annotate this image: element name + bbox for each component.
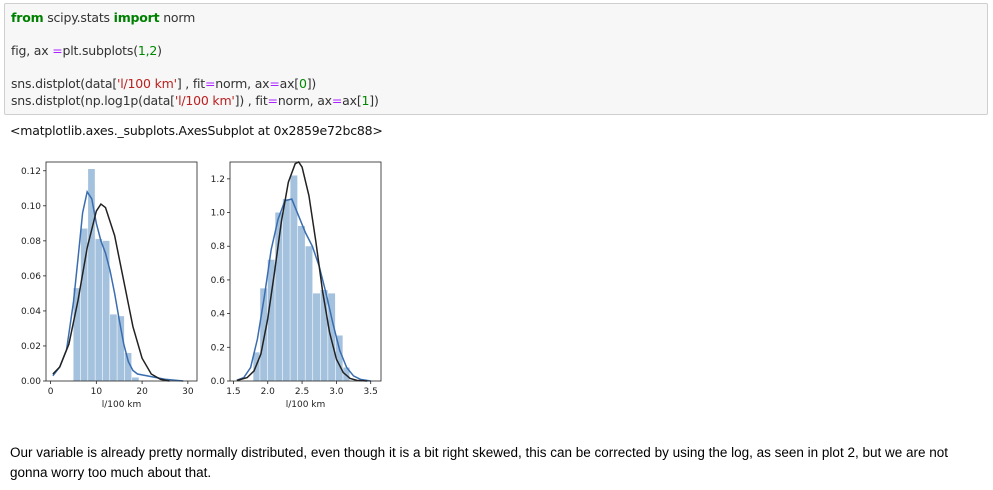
- code-number: 1,2: [137, 43, 158, 58]
- y-tick-label: 0.12: [21, 167, 41, 177]
- kde-line: [236, 198, 371, 382]
- hist-bar: [73, 288, 81, 381]
- distplot-figure: 0.00 0.02 0.04 0.06 0.08 0.10 0.12 0 10 20 30 l/100…: [21, 161, 382, 410]
- x-tick-label: 30: [182, 387, 194, 397]
- x-tick-label: 2.5: [295, 387, 309, 397]
- y-tick-label: 0.08: [21, 237, 41, 247]
- x-tick-label: 3.0: [329, 387, 344, 397]
- x-tick-label: 2.0: [261, 387, 276, 397]
- y-tick-label: 0.10: [21, 202, 41, 212]
- hist-bar: [132, 377, 139, 381]
- hist-bar: [110, 314, 117, 381]
- x-axis-label: l/100 km: [102, 400, 142, 410]
- code-text: ax[: [342, 92, 362, 108]
- hist-bar: [88, 169, 95, 381]
- code-text: ): [157, 43, 162, 58]
- markdown-text: Our variable is already pretty normally …: [10, 445, 949, 480]
- code-text: fig, ax: [11, 43, 53, 58]
- hist-bar: [290, 175, 298, 381]
- y-tick-label: 0.00: [21, 377, 41, 387]
- norm-fit-line: [236, 161, 368, 382]
- code-text: scipy.stats: [43, 10, 114, 25]
- y-tick-label: 0.04: [21, 307, 41, 317]
- code-text: ]): [369, 92, 379, 108]
- code-text: norm: [159, 10, 196, 25]
- x-tick-label: 20: [136, 387, 148, 397]
- code-number: 1: [361, 92, 370, 108]
- y-tick-label: 0.0: [211, 377, 226, 387]
- y-tick-label: 0.06: [21, 272, 41, 282]
- hist-bar: [297, 226, 305, 381]
- y-tick-label: 0.2: [211, 343, 225, 353]
- axes-frame: [229, 161, 382, 382]
- hist-bar: [102, 240, 110, 381]
- code-number: 0: [298, 76, 307, 91]
- kde-line: [52, 189, 184, 382]
- hist-bar: [124, 352, 132, 381]
- subplot-1: 0.00 0.02 0.04 0.06 0.08 0.10 0.12 0 10 20 30 l/100…: [21, 161, 198, 410]
- hist-bar: [117, 316, 125, 381]
- code-text: ax[: [279, 76, 300, 91]
- code-text: norm, ax: [277, 92, 332, 108]
- hist-bar: [267, 259, 275, 381]
- keyword-import: import: [113, 10, 160, 25]
- code-text: ]): [306, 76, 317, 91]
- hist-bar: [305, 246, 313, 381]
- y-tick-label: 0.6: [211, 276, 226, 286]
- x-tick-label: 10: [91, 387, 103, 397]
- hist-bar: [260, 288, 268, 381]
- x-axis-label: l/100 km: [286, 400, 326, 410]
- operator: =: [267, 92, 278, 108]
- hist-bar: [80, 228, 88, 381]
- hist-bar: [282, 199, 290, 381]
- code-text: norm, ax: [215, 76, 270, 91]
- output-repr: <matplotlib.axes._subplots.AxesSubplot a…: [10, 123, 383, 138]
- y-tick-label: 0.8: [211, 242, 226, 252]
- keyword-from: from: [11, 10, 44, 25]
- code-cell[interactable]: from scipy.stats import norm fig, ax =pl…: [4, 3, 988, 115]
- x-tick-label: 1.5: [226, 387, 240, 397]
- operator: =: [331, 92, 343, 108]
- code-text: sns.distplot(data[: [11, 76, 118, 91]
- hist-bar: [328, 293, 336, 381]
- norm-fit-line: [52, 202, 170, 382]
- code-editor[interactable]: from scipy.stats import norm fig, ax =pl…: [5, 4, 987, 109]
- x-tick-label: 3.5: [364, 387, 378, 397]
- code-text: sns.distplot(np.log1p(data[: [11, 92, 175, 108]
- hist-bar: [275, 212, 283, 381]
- hist-bar: [320, 290, 328, 381]
- subplot-2: 0.0 0.2 0.4 0.6 0.8 1.0 1.2 1.5 2.0 2.5 3.0 3.5 l/10…: [211, 161, 382, 410]
- code-string: 'l/100 km': [174, 92, 235, 108]
- operator: =: [52, 43, 63, 58]
- code-string: 'l/100 km': [117, 76, 177, 91]
- y-tick-label: 0.02: [21, 342, 41, 352]
- x-tick-label: 0: [48, 387, 54, 397]
- code-text: ]) , fit: [234, 92, 268, 108]
- code-text: ] , fit: [176, 76, 205, 91]
- operator: =: [269, 76, 280, 91]
- hist-bar: [95, 239, 103, 381]
- axes-frame: [45, 161, 198, 382]
- hist-bar: [343, 367, 350, 381]
- operator: =: [205, 76, 216, 91]
- code-text: plt.subplots(: [62, 43, 138, 58]
- y-tick-label: 0.4: [211, 310, 226, 320]
- hist-bar: [313, 293, 320, 381]
- y-tick-label: 1.0: [211, 209, 226, 219]
- y-tick-label: 1.2: [211, 175, 225, 185]
- hist-bar: [335, 335, 343, 381]
